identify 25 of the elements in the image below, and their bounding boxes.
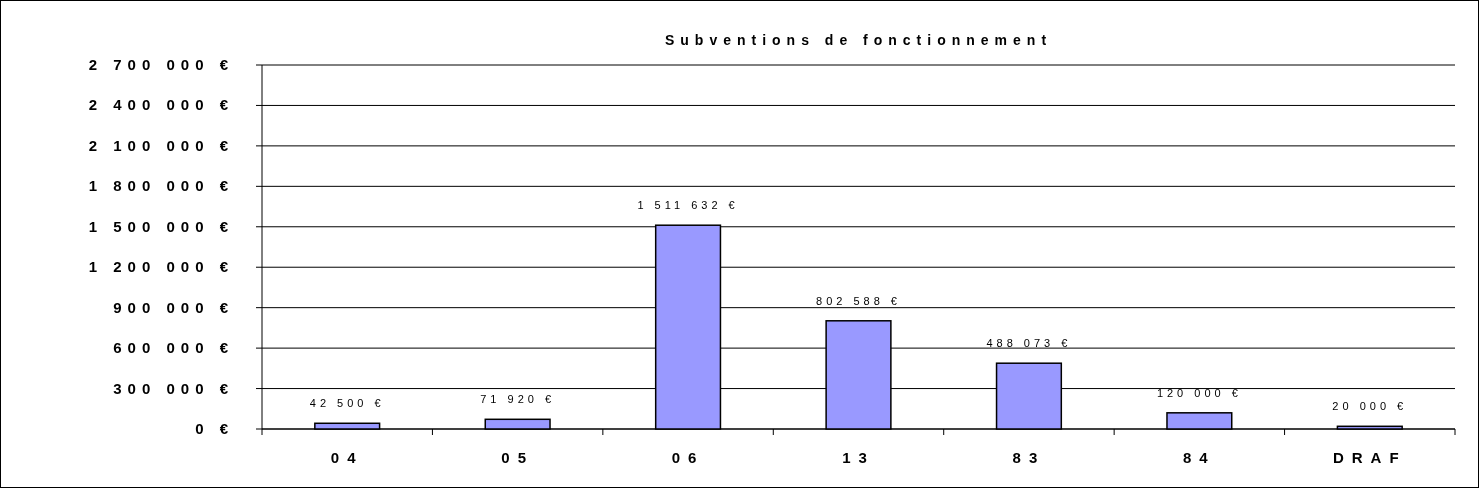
y-tick-label: 1 200 000 € — [88, 258, 234, 276]
data-label: 71 920 € — [480, 393, 556, 406]
y-tick-label: 2 100 000 € — [88, 136, 234, 154]
y-tick-label: 2 700 000 € — [88, 56, 234, 73]
y-tick-label: 600 000 € — [113, 339, 234, 357]
x-tick-label: 04 — [330, 449, 364, 466]
data-label: 488 073 € — [986, 337, 1072, 350]
x-tick-label: 83 — [1012, 449, 1046, 466]
x-tick-label: 84 — [1183, 449, 1216, 466]
data-label: 20 000 € — [1332, 400, 1408, 413]
data-label: 1 511 632 € — [637, 199, 739, 212]
x-tick-label: 13 — [842, 449, 875, 466]
y-tick-label: 300 000 € — [113, 379, 234, 397]
data-label: 802 588 € — [816, 294, 901, 307]
x-tick-label: DRAF — [1332, 449, 1407, 466]
y-tick-label: 0 € — [195, 420, 234, 437]
y-tick-label: 1 800 000 € — [88, 177, 234, 195]
x-tick-label: 05 — [501, 449, 534, 466]
data-label: 42 500 € — [309, 397, 385, 410]
data-label: 120 000 € — [1156, 386, 1242, 399]
chart-title: Subventions de fonctionnement — [664, 32, 1053, 48]
y-tick-label: 1 500 000 € — [88, 217, 234, 235]
y-tick-label: 900 000 € — [113, 298, 234, 316]
y-tick-label: 2 400 000 € — [88, 96, 234, 114]
x-tick-label: 06 — [671, 449, 705, 466]
